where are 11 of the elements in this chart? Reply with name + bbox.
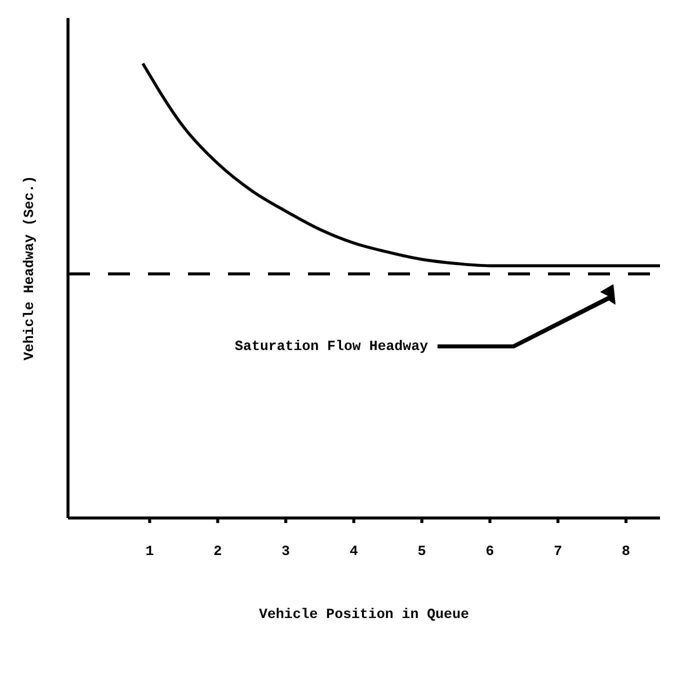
x-tick-label: 6 (486, 544, 494, 560)
x-axis-title: Vehicle Position in Queue (258, 607, 470, 623)
annotation: Saturation Flow Headway (234, 338, 429, 355)
x-tick-label: 2 (214, 544, 222, 560)
x-tick-label: 8 (622, 544, 630, 560)
x-tick-label: 4 (350, 544, 358, 560)
x-tick-label: 3 (282, 544, 290, 560)
x-tick-label: 5 (418, 544, 426, 560)
y-axis-title: Vehicle Headway (Sec.) (22, 176, 38, 360)
x-tick-label: 1 (145, 544, 154, 560)
x-tick-label: 7 (554, 544, 562, 560)
